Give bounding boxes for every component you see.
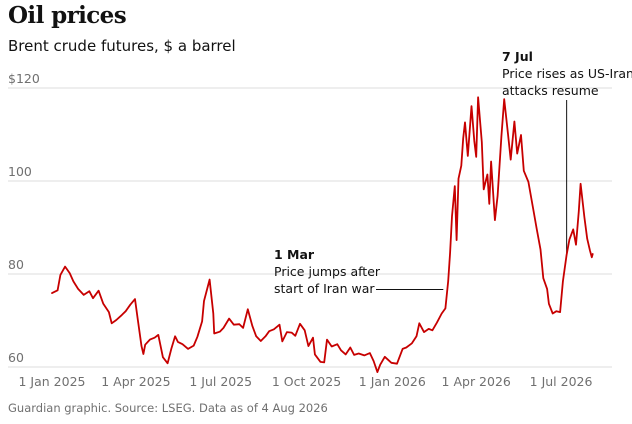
annotation-text-mar: Price jumps after [274,264,381,279]
x-tick-label: 1 Apr 2025 [101,374,170,389]
annotation-text-jul: Price rises as US-Iran [502,66,632,81]
y-tick-label: 60 [8,350,24,365]
chart-title: Oil prices [8,2,127,29]
y-tick-label: $120 [8,71,40,86]
x-tick-label: 1 Jan 2026 [359,374,426,389]
x-tick-label: 1 Apr 2026 [442,374,511,389]
series-line-brent [51,96,594,373]
series-layer [51,96,594,373]
x-tick-label: 1 Jan 2025 [19,374,86,389]
annotations: 1 Mar Price jumps after start of Iran war 7… [274,49,632,296]
annotation-text-jul: attacks resume [502,83,599,98]
annotation-text-mar: start of Iran war [274,281,375,296]
chart-subtitle: Brent crude futures, $ a barrel [8,37,236,55]
x-tick-label: 1 Oct 2025 [272,374,341,389]
y-tick-label: 80 [8,257,24,272]
y-tick-label: 100 [8,164,32,179]
x-tick-label: 1 Jul 2025 [189,374,252,389]
annotation-label-jul: 7 Jul [502,49,533,64]
x-axis-tick-labels: 1 Jan 2025 1 Apr 2025 1 Jul 2025 1 Oct 2025… [19,374,593,389]
y-axis-tick-labels: 60 80 100 $120 [8,71,40,365]
gridlines [8,87,612,368]
source-note: Guardian graphic. Source: LSEG. Data as … [8,401,328,415]
x-tick-label: 1 Jul 2026 [530,374,593,389]
annotation-label-mar: 1 Mar [274,247,315,262]
